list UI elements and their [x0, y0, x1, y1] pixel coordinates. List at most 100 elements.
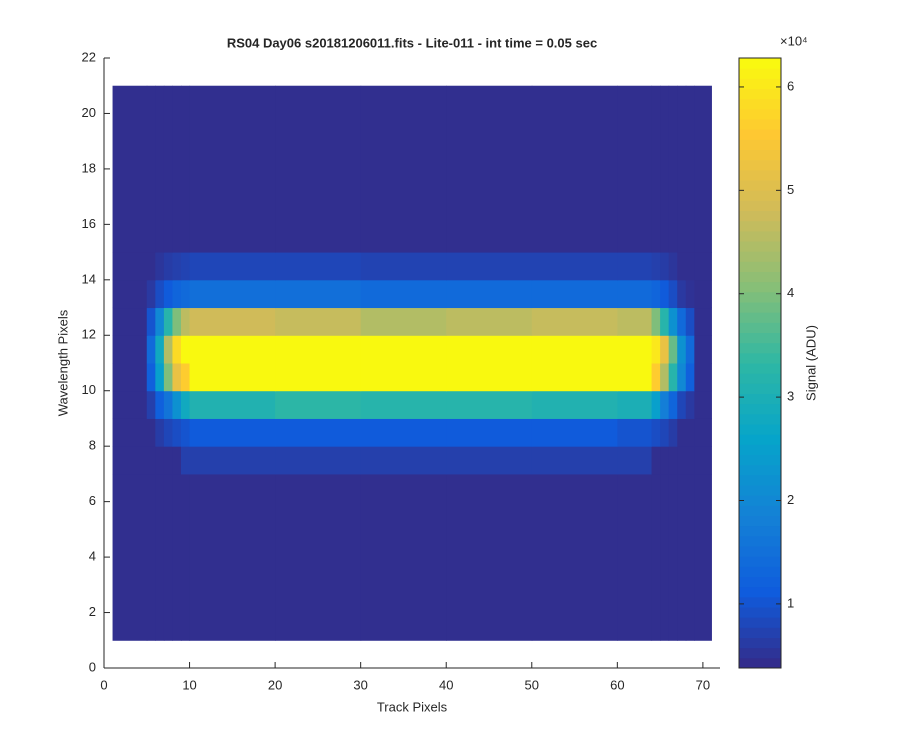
colorbar-segment: [739, 383, 781, 394]
heatmap-cell: [163, 279, 173, 309]
heatmap-cell: [531, 307, 618, 336]
heatmap-cell: [651, 418, 661, 447]
heatmap-cell: [112, 85, 148, 253]
heatmap-cell: [112, 446, 148, 475]
heatmap-cell: [677, 418, 687, 447]
heatmap-cell: [112, 279, 148, 309]
heatmap-cell: [112, 473, 148, 641]
colorbar-segment: [739, 88, 781, 100]
y-tick-label: 6: [89, 493, 96, 508]
heatmap-cell: [275, 279, 362, 309]
heatmap-cell: [189, 363, 276, 392]
heatmap-cell: [275, 252, 362, 281]
heatmap-cell: [189, 418, 276, 447]
heatmap-cell: [446, 473, 533, 641]
heatmap-cell: [360, 363, 447, 392]
colorbar-segment: [739, 515, 781, 527]
colorbar-segment: [739, 424, 781, 435]
colorbar-segment: [739, 525, 781, 537]
colorbar-segment: [739, 98, 781, 110]
x-axis-label: Track Pixels: [377, 699, 448, 714]
heatmap-cell: [668, 446, 678, 475]
heatmap-cell: [660, 446, 670, 475]
heatmap-cell: [694, 307, 712, 336]
heatmap-cell: [360, 473, 447, 641]
heatmap-cell: [668, 85, 678, 253]
heatmap-cell: [685, 85, 695, 253]
heatmap-cell: [172, 473, 182, 641]
colorbar-segment: [739, 352, 781, 364]
heatmap-cell: [668, 279, 678, 309]
colorbar-segment: [739, 596, 781, 608]
heatmap-cell: [446, 252, 533, 281]
heatmap-cell: [155, 335, 165, 364]
heatmap-cell: [694, 363, 712, 392]
heatmap-cell: [694, 473, 712, 641]
colorbar-segment: [739, 190, 781, 201]
heatmap-cell: [660, 363, 670, 392]
heatmap-cell: [668, 307, 678, 336]
heatmap-cell: [694, 279, 712, 309]
y-tick-label: 20: [82, 105, 96, 120]
colorbar-segment: [739, 464, 781, 476]
heatmap-cell: [172, 252, 182, 281]
heatmap-cell: [172, 390, 182, 419]
colorbar-segment: [739, 556, 781, 567]
heatmap-cell: [677, 252, 687, 281]
heatmap-cell: [146, 418, 156, 447]
heatmap-cell: [146, 252, 156, 281]
heatmap-cell: [181, 279, 191, 309]
colorbar-segment: [739, 617, 781, 628]
colorbar-segment: [739, 566, 781, 577]
heatmap-cell: [146, 85, 156, 253]
heatmap-cell: [651, 85, 661, 253]
heatmap-cell: [446, 85, 533, 253]
heatmap-cell: [531, 335, 618, 364]
heatmap-cell: [617, 252, 653, 281]
heatmap-cell: [617, 307, 653, 336]
colorbar-segment: [739, 495, 781, 506]
colorbar-segment: [739, 657, 781, 669]
heatmap-cell: [668, 390, 678, 419]
heatmap-cell: [685, 390, 695, 419]
colorbar-segment: [739, 261, 781, 272]
heatmap-cell: [617, 473, 653, 641]
heatmap-cell: [617, 85, 653, 253]
heatmap-cell: [617, 390, 653, 419]
heatmap-cell: [112, 390, 148, 419]
colorbar-segment: [739, 159, 781, 171]
colorbar-segment: [739, 241, 781, 252]
colorbar-segment: [739, 454, 781, 466]
heatmap-cell: [181, 252, 191, 281]
heatmap-cell: [677, 446, 687, 475]
heatmap-cell: [189, 335, 276, 364]
y-axis-label: Wavelength Pixels: [55, 309, 70, 416]
heatmap-cell: [181, 307, 191, 336]
heatmap-cell: [172, 363, 182, 392]
heatmap-cell: [685, 252, 695, 281]
colorbar-segment: [739, 180, 781, 191]
heatmap-cell: [275, 473, 362, 641]
heatmap-cell: [155, 85, 165, 253]
heatmap-cell: [163, 418, 173, 447]
colorbar-segment: [739, 647, 781, 659]
heatmap-cell: [112, 252, 148, 281]
heatmap-cell: [660, 418, 670, 447]
colorbar-segment: [739, 169, 781, 181]
colorbar-segment: [739, 637, 781, 649]
heatmap-cell: [146, 307, 156, 336]
colorbar-segment: [739, 342, 781, 354]
heatmap-cell: [651, 473, 661, 641]
colorbar-segment: [739, 413, 781, 425]
heatmap-cell: [677, 390, 687, 419]
heatmap-cell: [146, 473, 156, 641]
colorbar-segment: [739, 129, 781, 140]
heatmap-cell: [531, 252, 618, 281]
colorbar-segment: [739, 119, 781, 130]
colorbar-segment: [739, 586, 781, 598]
heatmap-cell: [155, 307, 165, 336]
heatmap-cell: [275, 335, 362, 364]
y-tick-label: 4: [89, 549, 96, 564]
colorbar-segment: [739, 332, 781, 344]
